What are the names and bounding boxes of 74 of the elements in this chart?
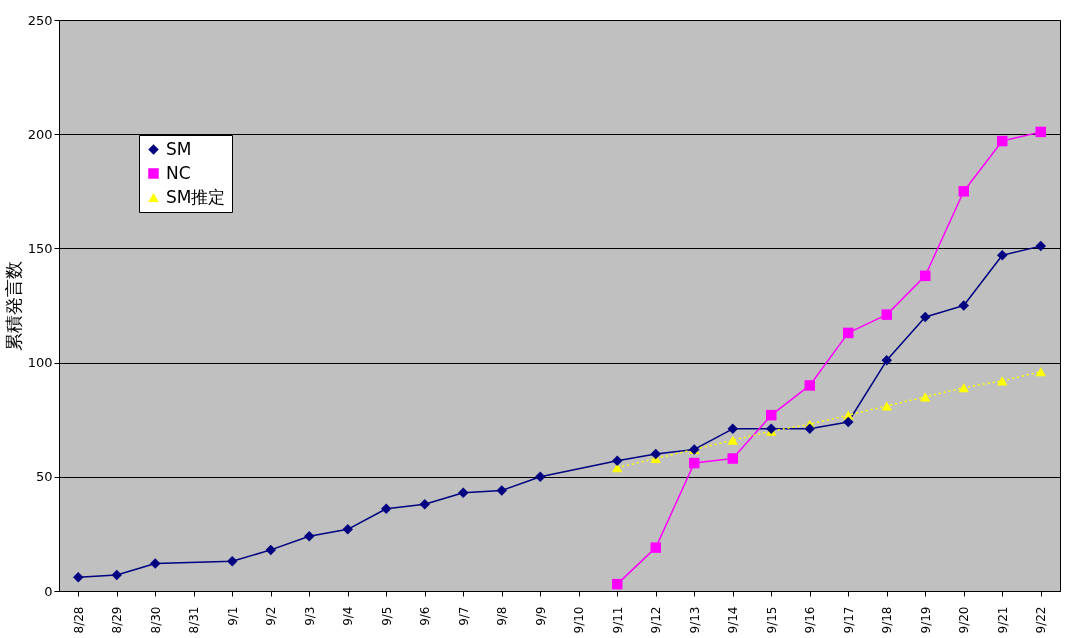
point (766, 409, 777, 421)
legend-label: SM推定 (166, 186, 226, 207)
point (727, 423, 738, 435)
x-tick-label: 9/13 (687, 606, 702, 634)
y-tick-label: 150 (27, 240, 53, 256)
point (920, 311, 931, 323)
point (881, 355, 892, 366)
point (265, 544, 276, 556)
y-tick-label: 250 (27, 12, 53, 28)
x-tick-label: 9/10 (572, 606, 587, 634)
point (843, 416, 854, 428)
point (419, 498, 430, 510)
x-tick-label: 9/14 (726, 606, 741, 634)
y-tick-label: 0 (44, 583, 53, 599)
x-tick-label: 9/18 (880, 606, 895, 634)
x-tick-label: 9/16 (803, 606, 818, 634)
point (804, 423, 815, 435)
y-tick-label: 200 (27, 126, 53, 142)
point (727, 453, 738, 464)
x-tick-label: 8/30 (148, 606, 163, 634)
point (496, 485, 507, 496)
x-tick-label: 9/15 (764, 606, 779, 634)
x-tick-label: 9/21 (995, 606, 1010, 634)
point (958, 383, 969, 393)
point (612, 578, 623, 590)
x-tick-label: 9/7 (456, 606, 471, 626)
point (1035, 126, 1046, 138)
point (342, 524, 353, 535)
x-tick-label: 9/4 (341, 606, 356, 626)
point (958, 300, 969, 311)
point (381, 503, 392, 515)
y-tick-label: 50 (35, 469, 53, 485)
x-tick-label: 9/9 (533, 606, 548, 626)
legend-label: NC (166, 162, 191, 183)
x-tick-label: 9/8 (495, 606, 510, 626)
point (1035, 367, 1046, 377)
point (881, 401, 892, 411)
legend-label: SM (166, 138, 192, 159)
x-tick-label: 9/17 (841, 606, 856, 634)
point (150, 558, 161, 569)
x-tick-label: 8/28 (71, 606, 86, 634)
point (997, 135, 1008, 147)
x-tick-label: 9/19 (918, 606, 933, 634)
x-tick-label: 8/31 (187, 606, 202, 634)
point (535, 471, 546, 483)
y-axis-title: 累積発言数 (2, 261, 24, 351)
x-tick-label: 9/1 (225, 606, 240, 626)
point (304, 530, 315, 542)
point (727, 435, 738, 445)
point (843, 327, 854, 339)
point (997, 250, 1008, 261)
point (227, 556, 238, 567)
point (804, 380, 815, 391)
x-tick-label: 9/22 (1034, 606, 1049, 634)
x-tick-label: 8/29 (110, 606, 125, 634)
point (958, 186, 969, 197)
x-tick-label: 9/5 (379, 606, 394, 626)
point (1035, 240, 1046, 252)
x-tick-label: 9/12 (649, 606, 664, 634)
point (650, 542, 661, 553)
x-tick-label: 9/3 (302, 606, 317, 626)
x-tick-label: 9/2 (264, 606, 279, 626)
x-tick-label: 9/6 (418, 606, 433, 626)
point (73, 572, 84, 583)
point (458, 487, 469, 499)
x-tick-label: 9/20 (957, 606, 972, 634)
x-tick-label: 9/11 (610, 606, 625, 634)
point (920, 270, 931, 282)
point (881, 309, 892, 320)
y-tick-label: 100 (27, 355, 53, 371)
point (650, 448, 661, 460)
point (612, 455, 623, 467)
point (111, 569, 122, 581)
point (689, 457, 700, 469)
